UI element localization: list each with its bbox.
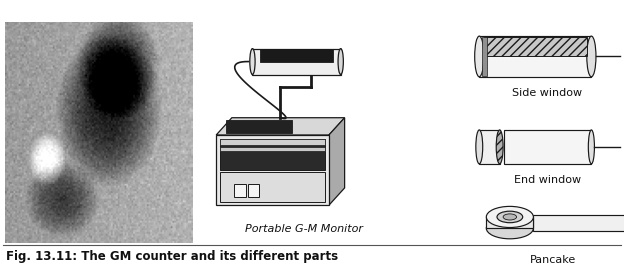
Text: Side window: Side window [512,88,583,98]
Bar [248,184,260,197]
Ellipse shape [476,130,483,164]
Bar [260,49,333,62]
Bar [216,135,329,205]
Bar [220,172,325,202]
Bar [253,49,341,75]
Ellipse shape [587,36,596,77]
Ellipse shape [497,211,523,223]
Ellipse shape [486,206,534,228]
Bar [220,139,325,170]
Ellipse shape [486,218,534,239]
Bar [479,130,500,164]
Bar [484,37,587,56]
Polygon shape [216,118,344,135]
Bar [482,37,487,76]
Bar [479,36,592,77]
Text: Pancake: Pancake [530,255,576,265]
Ellipse shape [503,214,517,220]
Bar [234,184,246,197]
Bar [226,120,291,133]
Ellipse shape [475,36,484,77]
Text: Fig. 13.11: The GM counter and its different parts: Fig. 13.11: The GM counter and its diffe… [6,250,338,263]
Ellipse shape [338,49,343,75]
Text: Portable G-M Monitor: Portable G-M Monitor [245,224,363,234]
Bar [220,139,325,145]
Polygon shape [329,118,344,205]
Bar [534,215,624,231]
Ellipse shape [588,130,595,164]
Bar [486,217,534,228]
Ellipse shape [496,130,503,164]
Ellipse shape [250,49,255,75]
Bar [220,147,325,151]
Text: End window: End window [514,175,581,185]
Bar [504,130,592,164]
